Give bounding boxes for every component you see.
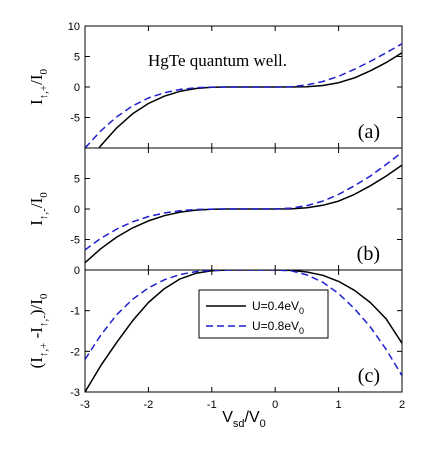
- legend-entry: U=0.8eV0: [252, 319, 304, 336]
- y-label-sub: 0: [38, 68, 50, 74]
- y-tick-label: 0: [74, 265, 80, 277]
- panel-label: (c): [358, 365, 380, 387]
- legend-text: U=0.4eV: [252, 299, 299, 313]
- x-label-part: V: [222, 409, 233, 426]
- y-tick-label: -3: [70, 387, 80, 399]
- y-label-sub: 0: [38, 293, 50, 299]
- y-tick-label: -5: [70, 113, 80, 125]
- y-axis-label: I↑,+/I0: [27, 68, 50, 105]
- series-group: [85, 43, 402, 148]
- chart-annotation: HgTe quantum well.: [148, 51, 287, 70]
- y-label-part: /I: [27, 74, 46, 85]
- y-tick-label: -5: [70, 235, 80, 247]
- y-label-part: -I: [27, 327, 46, 343]
- legend-sub: 0: [299, 326, 304, 336]
- y-label-part: )/I: [27, 299, 46, 315]
- y-label-sub: ↑,+: [38, 343, 50, 357]
- y-label-sub: 0: [38, 192, 50, 198]
- series-line-u-0-4: [85, 164, 402, 264]
- panel-c: -3-2-10-3 -2 -1 0 1 2(c)(I↑,+ -I↑,-)/I0Vsd/V0…: [27, 265, 405, 430]
- y-tick-label: -1: [70, 306, 80, 318]
- x-tick-label: 2: [399, 399, 405, 411]
- x-label-sub: sd: [233, 418, 245, 430]
- y-tick-label: 5: [74, 174, 80, 186]
- series-group: [85, 270, 402, 392]
- y-tick-label: 5: [74, 52, 80, 64]
- panel-label: (b): [357, 243, 380, 265]
- y-tick-label: 0: [74, 82, 80, 94]
- y-label-sub: ↑,-: [38, 208, 50, 220]
- y-label-part: I: [27, 220, 46, 226]
- x-tick-label: -2: [144, 399, 154, 411]
- y-label-sub: ↑,+: [38, 85, 50, 99]
- panel-b: -505(b)I↑,-/I0: [27, 147, 403, 271]
- y-tick-label: 0: [74, 204, 80, 216]
- legend-sub: 0: [299, 306, 304, 316]
- x-tick-label: -1: [207, 399, 217, 411]
- series-line-u-0-8: [85, 270, 402, 377]
- x-tick-label: -3: [80, 399, 90, 411]
- y-label-sub: ↑,-: [38, 315, 50, 327]
- x-axis-label: Vsd/V0: [222, 409, 266, 430]
- y-axis-label: I↑,-/I0: [27, 192, 50, 226]
- y-axis-label: (I↑,+ -I↑,-)/I0: [27, 293, 50, 368]
- x-tick-label: 1: [336, 399, 342, 411]
- y-tick-label: -2: [70, 346, 80, 358]
- y-label-part: /I: [27, 197, 46, 208]
- y-tick-label: 10: [68, 21, 80, 33]
- y-label-part: I: [27, 99, 46, 105]
- y-label-part: (I: [27, 357, 46, 369]
- x-label-part: /V: [245, 409, 260, 426]
- series-group: [85, 151, 402, 264]
- x-label-sub: 0: [260, 418, 266, 430]
- legend-text: U=0.8eV: [252, 319, 299, 333]
- x-tick-label: 0: [272, 399, 278, 411]
- series-line-u-0-4: [85, 270, 402, 392]
- series-line-u-0-8: [85, 43, 402, 148]
- legend-entry: U=0.4eV0: [252, 299, 304, 316]
- series-line-u-0-8: [85, 151, 402, 251]
- panel-label: (a): [358, 121, 380, 143]
- legend-box: [198, 289, 329, 339]
